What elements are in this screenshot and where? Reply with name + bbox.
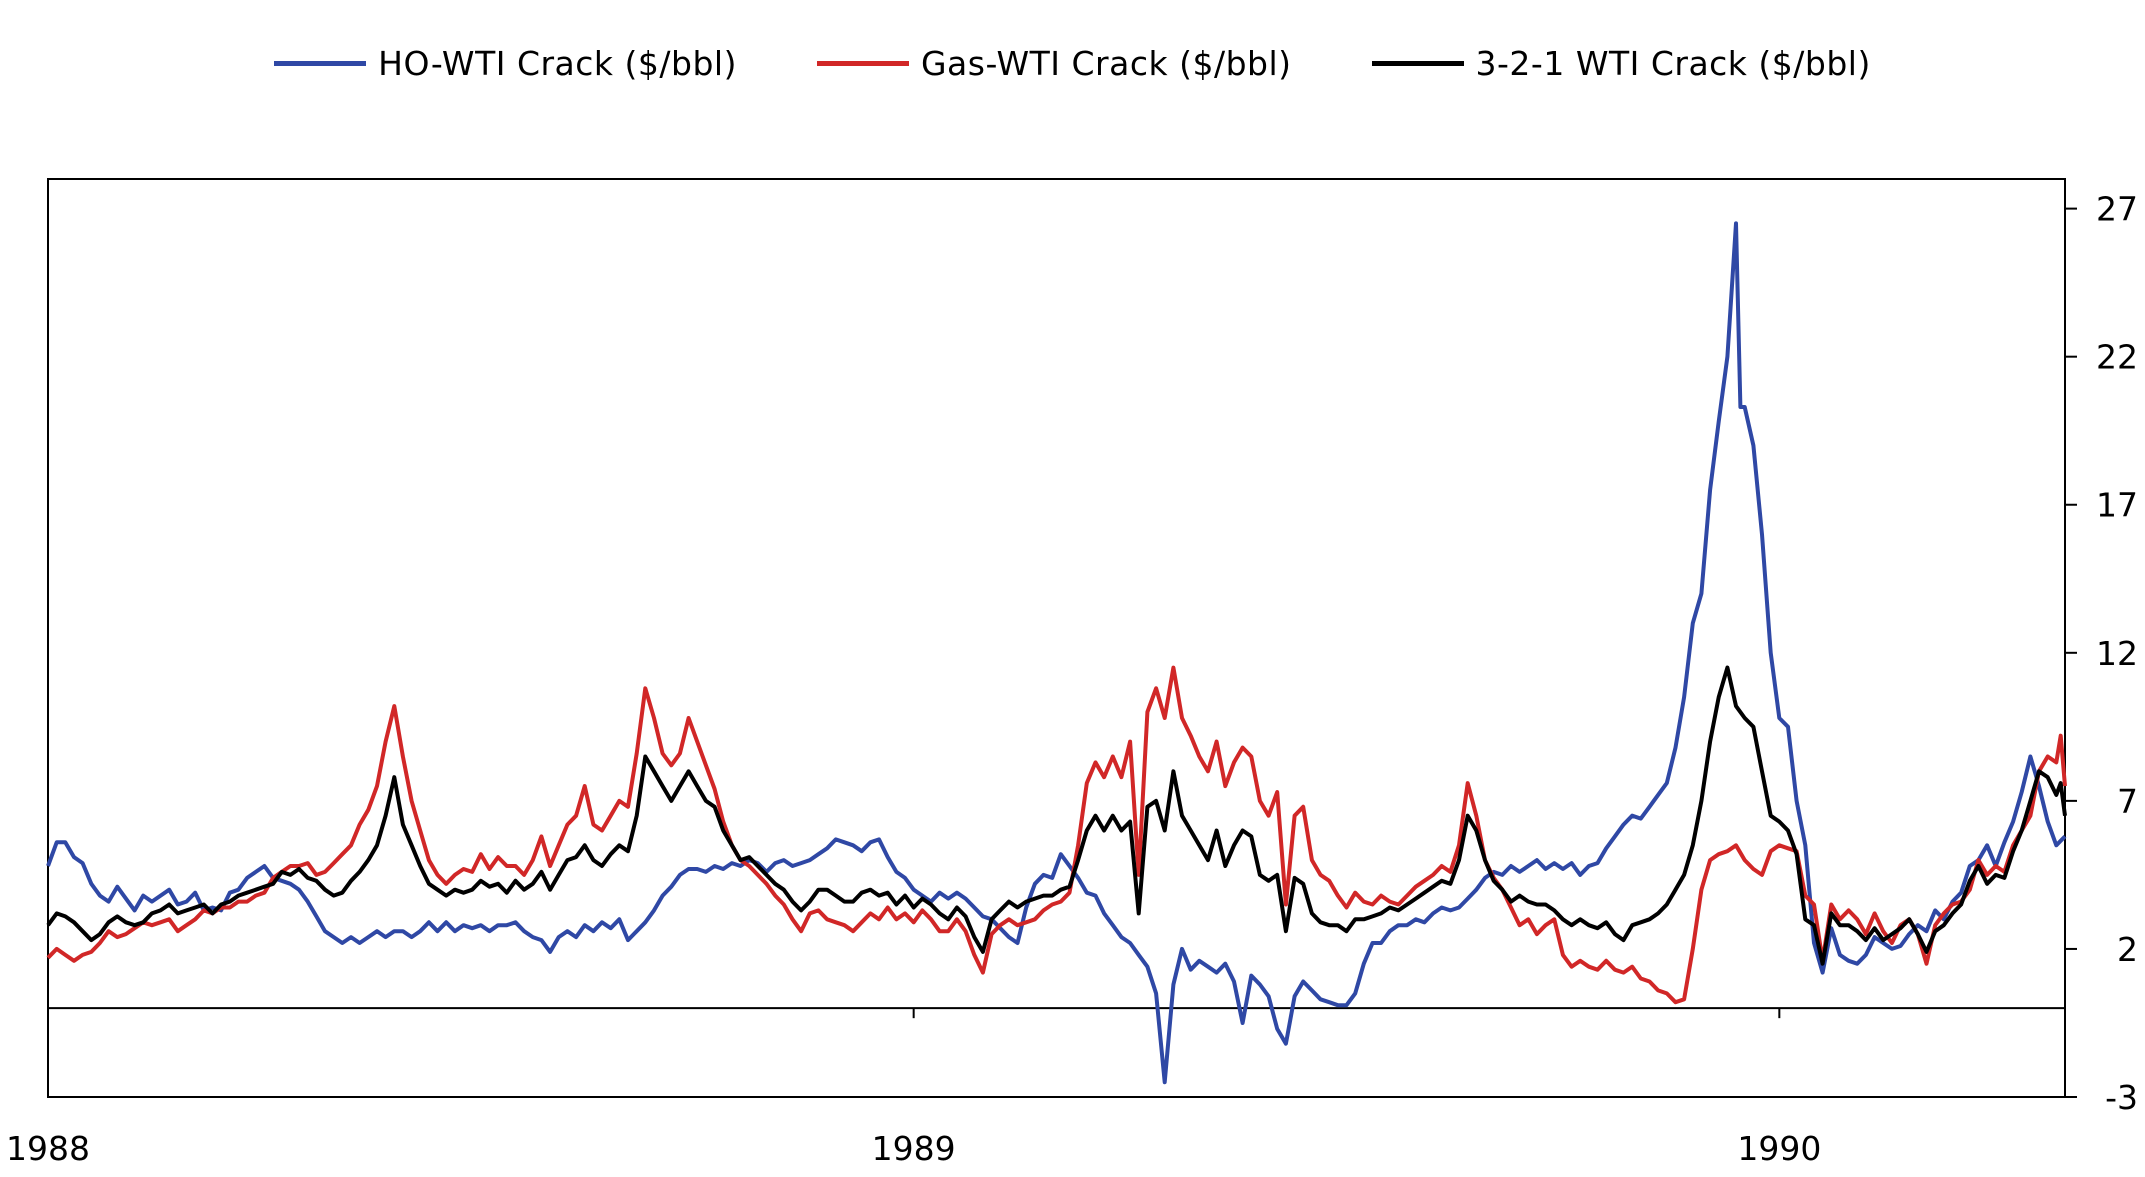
legend-label-321-wti: 3-2-1 WTI Crack ($/bbl) bbox=[1475, 43, 1871, 83]
axes-layer bbox=[47, 178, 2077, 1098]
legend-item-321-wti: 3-2-1 WTI Crack ($/bbl) bbox=[1371, 43, 1871, 83]
labels-layer: 1988 1989 1990 27 22 17 12 7 2 -3 bbox=[6, 190, 2138, 1168]
y-tick-label: 22 bbox=[2096, 338, 2138, 377]
y-tick-label: 7 bbox=[2117, 782, 2138, 821]
y-tick-label: 17 bbox=[2096, 486, 2138, 525]
y-tick-label: 12 bbox=[2096, 634, 2138, 673]
legend-swatch-321-wti bbox=[1371, 60, 1464, 66]
y-tick-label: -3 bbox=[2105, 1078, 2138, 1117]
x-tick-label: 1990 bbox=[1737, 1129, 1821, 1168]
series-layer bbox=[46, 221, 2067, 1085]
legend-item-gas-wti: Gas-WTI Crack ($/bbl) bbox=[816, 43, 1292, 83]
x-tick-label: 1989 bbox=[872, 1129, 956, 1168]
legend-swatch-ho-wti bbox=[274, 60, 367, 66]
legend-item-ho-wti: HO-WTI Crack ($/bbl) bbox=[274, 44, 737, 83]
y-tick-label: 2 bbox=[2117, 930, 2138, 969]
series-line-321-wti bbox=[46, 665, 2067, 966]
chart-legend: HO-WTI Crack ($/bbl) Gas-WTI Crack ($/bb… bbox=[0, 38, 2145, 88]
legend-label-ho-wti: HO-WTI Crack ($/bbl) bbox=[378, 43, 737, 83]
legend-label-gas-wti: Gas-WTI Crack ($/bbl) bbox=[920, 43, 1292, 83]
x-tick-label: 1988 bbox=[6, 1129, 90, 1168]
plot-frame bbox=[47, 178, 2066, 1098]
series-line-ho-wti bbox=[46, 221, 2067, 1085]
y-tick-label: 27 bbox=[2096, 190, 2138, 229]
series-line-gas-wti bbox=[46, 665, 2067, 1005]
legend-swatch-gas-wti bbox=[816, 60, 909, 66]
